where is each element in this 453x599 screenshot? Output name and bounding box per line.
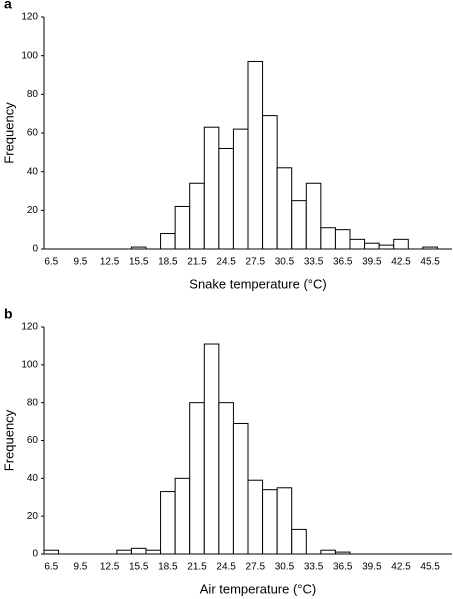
y-tick-label: 20 (27, 511, 39, 522)
bar (232, 422, 249, 555)
x-tick-label: 12.5 (100, 257, 120, 268)
x-tick-label: 30.5 (275, 257, 295, 268)
bar (378, 244, 395, 250)
y-axis-label: Frequency (1, 409, 16, 471)
x-tick-label: 27.5 (246, 562, 266, 573)
x-tick-label: 36.5 (333, 257, 353, 268)
bar (160, 233, 176, 250)
bar (320, 549, 336, 555)
y-tick-label: 60 (27, 435, 39, 446)
x-tick-label: 39.5 (362, 562, 382, 573)
y-tick-label: 100 (21, 50, 38, 61)
bar (262, 115, 278, 250)
x-axis-label: Air temperature (°C) (200, 581, 316, 596)
bar (145, 549, 162, 555)
x-tick-label: 33.5 (304, 562, 324, 573)
bar (43, 549, 60, 555)
x-tick-label: 33.5 (304, 257, 324, 268)
y-tick-label: 60 (27, 128, 39, 139)
bar (247, 60, 264, 250)
bar (232, 128, 249, 250)
bar (247, 479, 264, 555)
panel-label: a (4, 0, 12, 12)
bar (203, 126, 220, 250)
bar (334, 229, 351, 250)
x-tick-label: 21.5 (187, 562, 207, 573)
x-tick-label: 30.5 (275, 562, 295, 573)
bar (174, 205, 191, 250)
x-tick-label: 6.5 (44, 562, 58, 573)
y-tick-label: 40 (27, 166, 39, 177)
x-tick-label: 42.5 (391, 562, 411, 573)
panel-label: b (4, 306, 13, 322)
bar (305, 182, 322, 250)
bar (218, 402, 234, 555)
x-tick-label: 12.5 (100, 562, 120, 573)
x-tick-label: 27.5 (246, 257, 266, 268)
y-tick-label: 100 (21, 359, 38, 370)
x-tick-label: 45.5 (420, 257, 440, 268)
bar (160, 491, 176, 555)
x-tick-label: 15.5 (129, 562, 149, 573)
bar (116, 549, 132, 555)
x-tick-label: 9.5 (73, 562, 87, 573)
y-axis-label: Frequency (1, 102, 16, 164)
x-tick-label: 9.5 (73, 257, 87, 268)
x-axis-label: Snake temperature (°C) (189, 276, 326, 291)
bar (320, 227, 336, 250)
bar (203, 343, 220, 555)
y-tick-label: 20 (27, 205, 39, 216)
bar (291, 528, 307, 555)
bar (364, 242, 380, 250)
x-tick-label: 45.5 (420, 562, 440, 573)
x-tick-label: 6.5 (44, 257, 58, 268)
bar (262, 489, 278, 555)
bar (276, 487, 293, 555)
y-tick-label: 0 (32, 244, 38, 255)
bar (349, 238, 366, 250)
x-tick-label: 24.5 (216, 562, 236, 573)
y-tick-label: 120 (21, 322, 38, 333)
x-tick-label: 21.5 (187, 257, 207, 268)
bar (291, 200, 307, 250)
x-tick-label: 24.5 (216, 257, 236, 268)
bar (174, 477, 191, 555)
y-tick-label: 80 (27, 89, 39, 100)
bar (218, 147, 234, 250)
bar (130, 547, 147, 555)
x-tick-label: 39.5 (362, 257, 382, 268)
x-tick-label: 15.5 (129, 257, 149, 268)
bar (189, 182, 205, 250)
x-tick-label: 42.5 (391, 257, 411, 268)
x-tick-label: 18.5 (158, 257, 178, 268)
y-tick-label: 120 (21, 12, 38, 23)
x-tick-label: 36.5 (333, 562, 353, 573)
y-tick-label: 80 (27, 397, 39, 408)
y-tick-label: 40 (27, 473, 39, 484)
bar (189, 402, 205, 555)
bar (393, 238, 409, 250)
x-tick-label: 18.5 (158, 562, 178, 573)
bar (276, 167, 293, 250)
y-tick-label: 0 (32, 549, 38, 560)
